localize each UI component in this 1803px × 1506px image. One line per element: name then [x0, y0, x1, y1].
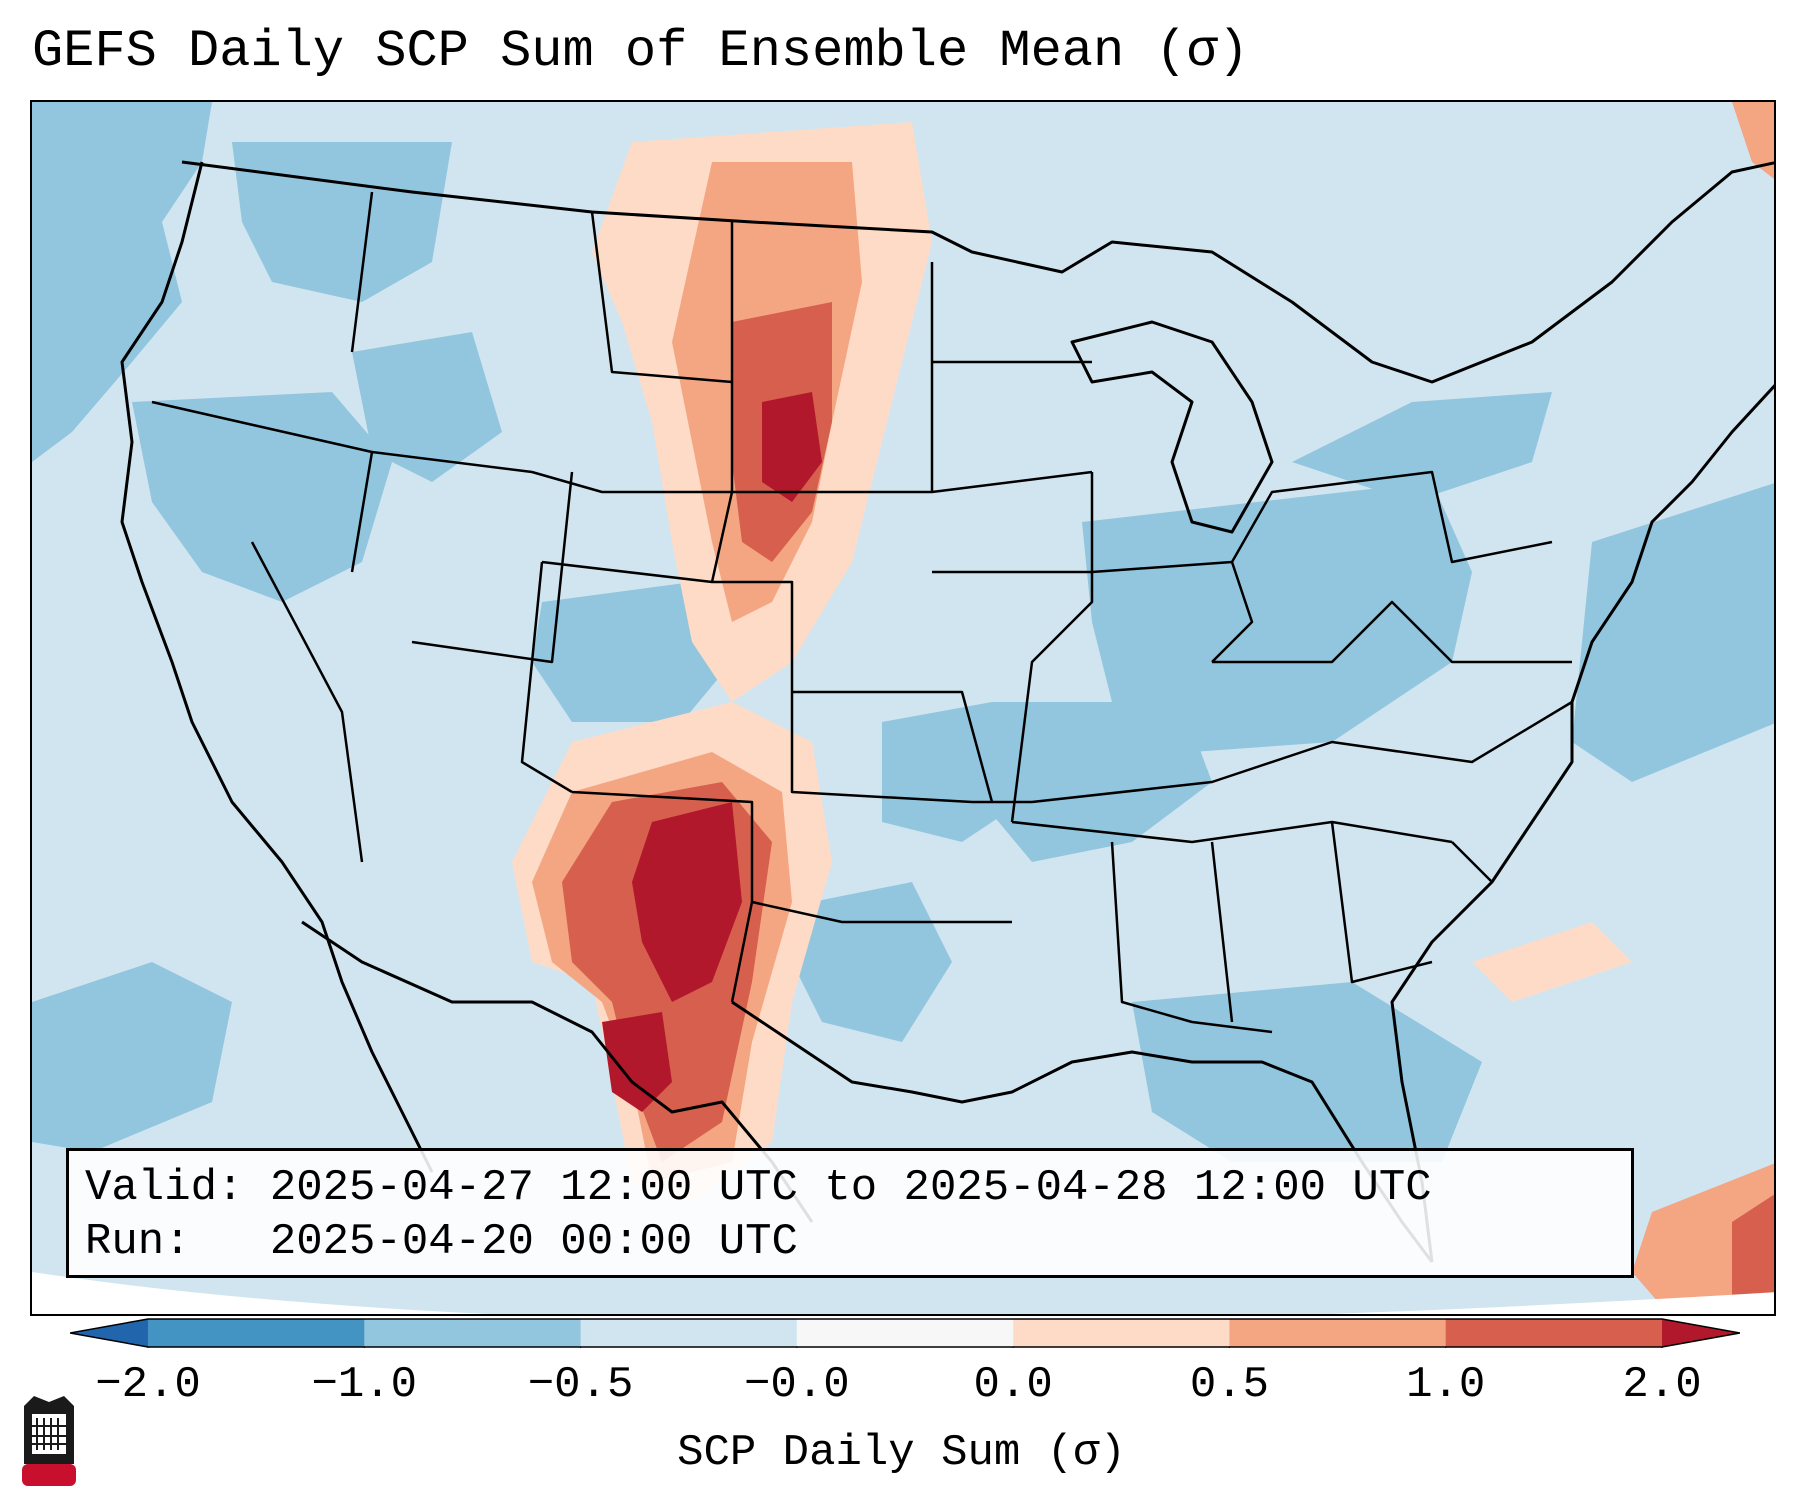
colorbar-bin — [1229, 1319, 1447, 1347]
oregon-nevada-blue — [132, 392, 392, 602]
colorbar-tick-label: −0.5 — [527, 1360, 634, 1410]
off-grid-corner — [32, 1272, 1774, 1314]
run-label: Run: — [85, 1217, 191, 1267]
great-lakes-outline — [1070, 320, 1274, 534]
us-canada-border — [181, 160, 1774, 384]
oklahoma-blue — [882, 702, 1022, 842]
colorbar-tick-label: 1.0 — [1406, 1360, 1486, 1410]
caribbean-core — [1732, 1194, 1774, 1314]
map-panel — [30, 100, 1776, 1316]
colorbar-tick-label: −0.0 — [744, 1360, 850, 1410]
pacific-coastline — [120, 161, 434, 1173]
page-title: GEFS Daily SCP Sum of Ensemble Mean (σ) — [32, 22, 1249, 81]
atlantic-positive — [1472, 922, 1632, 1002]
pacific-northwest-blue — [32, 102, 212, 462]
negative-anomaly-patches — [32, 102, 1774, 1162]
colorbar-bin — [1445, 1319, 1663, 1347]
colorbar-bin — [1013, 1319, 1230, 1347]
colorbar-bin — [148, 1319, 365, 1347]
map-canvas — [32, 102, 1774, 1314]
idaho-blue — [352, 332, 502, 482]
northeast-positive — [1732, 102, 1774, 179]
ohio-valley-blue — [1082, 482, 1472, 752]
colorbar-under-arrow — [70, 1319, 148, 1347]
colorbar-bin — [580, 1319, 798, 1347]
colorbar — [69, 1318, 1741, 1356]
great-lakes-blue — [1292, 392, 1552, 502]
midsouth-blue — [982, 702, 1212, 862]
colorbar-tick-label: −1.0 — [311, 1360, 418, 1410]
colorbar-tick-label: −2.0 — [95, 1360, 201, 1410]
run-value: 2025-04-20 00:00 UTC — [269, 1217, 798, 1267]
west-texas-core — [602, 1012, 672, 1112]
positive-anomaly-swaths — [512, 102, 1774, 1314]
colorbar-tick-labels: −2.0 −1.0 −0.5 −0.0 0.0 0.5 1.0 2.0 — [0, 1360, 1803, 1412]
valid-value: 2025-04-27 12:00 UTC to 2025-04-28 12:00… — [269, 1163, 1432, 1213]
colorbar-graphic — [69, 1318, 1741, 1356]
texas-panhandle-core — [632, 802, 742, 1002]
valid-run-info-box: Valid: 2025-04-27 12:00 UTC to 2025-04-2… — [66, 1148, 1634, 1278]
washington-blue — [232, 142, 452, 302]
colorbar-bin — [796, 1319, 1014, 1347]
colorbar-bin — [364, 1319, 582, 1347]
state-borders — [151, 191, 1573, 1034]
scp-field-layer — [32, 102, 1774, 1314]
colorbar-title: SCP Daily Sum (σ) — [677, 1428, 1126, 1478]
gulf-blue — [1132, 982, 1482, 1162]
colorbar-tick-label: 0.0 — [973, 1360, 1053, 1410]
run-row: Run: 2025-04-20 00:00 UTC — [85, 1215, 1631, 1269]
niu-logo — [22, 1396, 76, 1486]
dakotas-core — [762, 392, 822, 502]
boundary-lines — [120, 160, 1774, 1263]
valid-row: Valid: 2025-04-27 12:00 UTC to 2025-04-2… — [85, 1161, 1631, 1215]
colorbar-over-arrow — [1662, 1319, 1740, 1347]
atlantic-coastline — [1390, 384, 1774, 1263]
eastern-pacific-blue — [32, 962, 232, 1152]
atlantic-blue — [1572, 483, 1774, 782]
utah-colorado-blue — [532, 582, 732, 722]
colorbar-tick-label: 2.0 — [1622, 1360, 1702, 1410]
mexico-border — [301, 920, 814, 1223]
colorbar-tick-label: 0.5 — [1189, 1360, 1270, 1410]
valid-label: Valid: — [85, 1163, 244, 1213]
